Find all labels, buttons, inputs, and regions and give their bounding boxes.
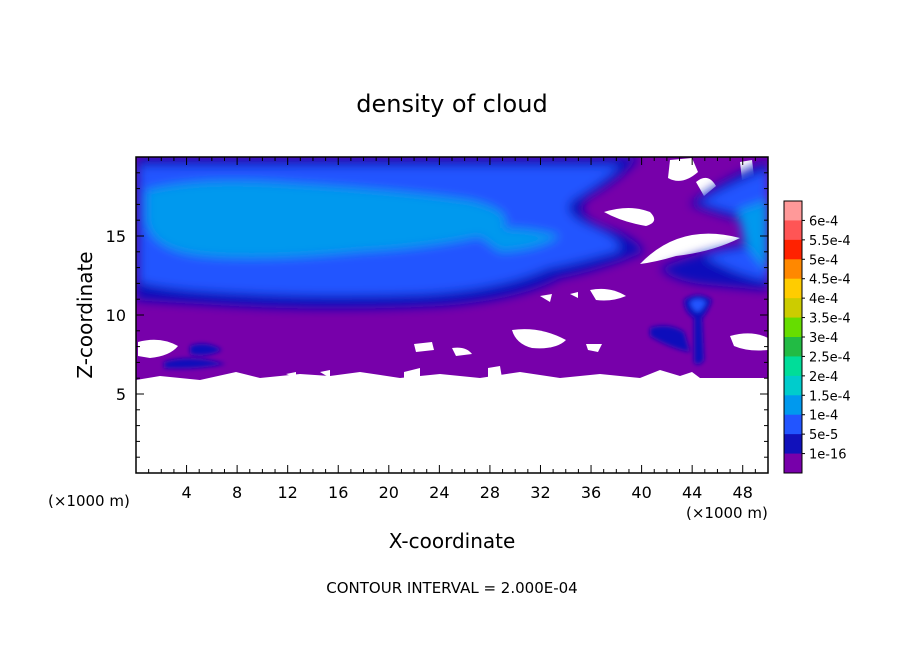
colorbar-label: 5e-4 xyxy=(809,253,838,268)
colorbar-swatch xyxy=(784,453,802,474)
colorbar-swatch xyxy=(784,220,802,241)
y-axis-label: Z-coordinate xyxy=(73,251,97,378)
colorbar-label: 5.5e-4 xyxy=(809,234,851,249)
colorbar-swatch xyxy=(784,201,802,221)
colorbar-label: 6e-4 xyxy=(809,214,838,229)
upper-cloud-deck xyxy=(136,157,768,309)
colorbar-swatch xyxy=(784,317,802,338)
colorbar-swatch xyxy=(784,434,802,455)
colorbar-label: 4.5e-4 xyxy=(809,273,851,288)
x-tick-label: 48 xyxy=(733,483,753,502)
colorbar-swatch xyxy=(784,337,802,357)
colorbar-swatch xyxy=(784,259,802,280)
colorbar-swatch xyxy=(784,414,802,435)
colorbar-label: 3.5e-4 xyxy=(809,312,851,327)
y-tick-label: 15 xyxy=(106,227,126,246)
colorbar-label: 2e-4 xyxy=(809,370,838,385)
x-tick-label: 24 xyxy=(429,483,449,502)
colorbar-swatch xyxy=(784,375,802,396)
axis-ticks xyxy=(136,157,768,473)
colorbar-swatch xyxy=(784,278,802,299)
chart-title: density of cloud xyxy=(356,90,547,118)
x-tick-label: 8 xyxy=(232,483,242,502)
colorbar-label: 1e-4 xyxy=(809,409,838,424)
x-axis-label: X-coordinate xyxy=(389,529,516,553)
colorbar-label: 3e-4 xyxy=(809,331,838,346)
x-tick-label: 12 xyxy=(278,483,298,502)
colorbar-label: 1.5e-4 xyxy=(809,389,851,404)
x-tick-label: 36 xyxy=(581,483,601,502)
x-tick-labels: 4 8 12 16 20 24 28 32 36 40 44 48 xyxy=(181,483,752,502)
x-tick-label: 28 xyxy=(480,483,500,502)
x-tick-label: 16 xyxy=(328,483,348,502)
colorbar-label: 2.5e-4 xyxy=(809,350,851,365)
colorbar-label: 1e-16 xyxy=(809,448,847,463)
x-tick-label: 20 xyxy=(379,483,399,502)
x-tick-label: 4 xyxy=(181,483,191,502)
y-tick-label: 5 xyxy=(116,385,126,404)
x-tick-label: 32 xyxy=(530,483,550,502)
y-tick-label: 10 xyxy=(106,306,126,325)
colorbar-label: 5e-5 xyxy=(809,428,838,443)
y-unit-label: (×1000 m) xyxy=(48,492,130,510)
colorbar-swatch xyxy=(784,239,802,260)
colorbar-swatch xyxy=(784,395,802,416)
colorbar-swatch xyxy=(784,298,802,319)
contour-interval-note: CONTOUR INTERVAL = 2.000E-04 xyxy=(326,579,577,597)
colorbar-label: 4e-4 xyxy=(809,292,838,307)
convective-plume xyxy=(164,295,712,369)
x-tick-label: 44 xyxy=(682,483,702,502)
cloud-density-field xyxy=(136,157,768,473)
x-tick-label: 40 xyxy=(631,483,651,502)
y-tick-labels: 5 10 15 xyxy=(106,227,126,404)
colorbar: 6e-4 5.5e-4 5e-4 4.5e-4 4e-4 3.5e-4 3e-4 2.5e-4… xyxy=(783,200,851,474)
x-unit-label: (×1000 m) xyxy=(686,504,768,522)
colorbar-swatch xyxy=(784,356,802,377)
